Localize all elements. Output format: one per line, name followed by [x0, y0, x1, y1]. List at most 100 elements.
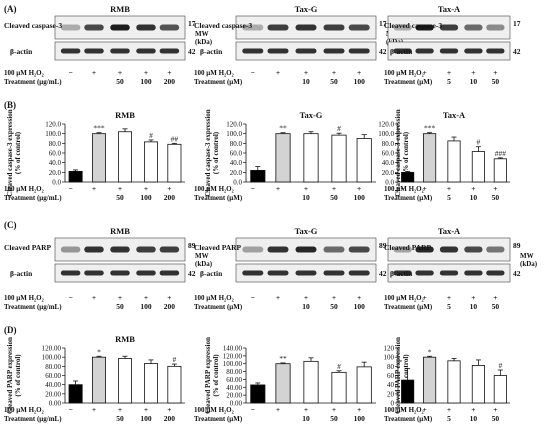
h2o2-mark-taxa-1: + [422, 184, 426, 193]
treatment-value-taxa-2: 5 [447, 193, 451, 202]
h2o2-mark-taxa-2: + [447, 405, 451, 414]
bar-D-taxg-3 [331, 371, 347, 404]
y-tick-label-D-rmb-4: 80.00 [45, 363, 61, 371]
bar-B-taxg-2 [303, 133, 319, 183]
h2o2-mark-taxa-0: − [400, 184, 404, 193]
group-title-taxg: Tax-G [295, 4, 318, 14]
bar-B-taxg-0 [250, 169, 266, 183]
significance-B-taxa-4: ### [495, 149, 507, 158]
h2o2-mark-taxg-3: + [332, 405, 336, 414]
h2o2-label-taxg: 100 μM H₂O₂ [194, 294, 234, 302]
mw-label-parp-rmb: MW [195, 252, 209, 260]
label-actin-taxa: β-actin [390, 269, 413, 278]
significance-D-taxa-1: * [428, 347, 432, 356]
h2o2-mark-taxg-1: + [276, 405, 280, 414]
treatment-value-taxg-3: 50 [330, 302, 338, 311]
bar-B-rmb-4 [167, 143, 182, 183]
kda-label-parp-taxa: (kDa) [520, 260, 538, 268]
band-actin-taxa-4 [486, 270, 505, 276]
h2o2-mark-taxa-0: − [400, 293, 404, 302]
h2o2-mark-rmb-0: − [68, 293, 72, 302]
band-parp-rmb-0 [60, 246, 81, 253]
bar-B-taxg-4 [356, 138, 372, 183]
y-tick-label-B-taxg-6: 120.0 [226, 121, 242, 129]
treatment-value-taxg-4: 100 [354, 193, 366, 202]
treatment-value-rmb-2: 50 [116, 414, 124, 423]
h2o2-mark-taxa-4: + [493, 293, 497, 302]
y-axis-unit-D-taxg: (% of control) [212, 354, 220, 397]
y-tick-label-B-taxa-3: 60.0 [382, 150, 395, 158]
band-parp-taxa-3 [464, 246, 483, 253]
y-tick-label-D-taxa-2: 40 [387, 381, 395, 389]
h2o2-mark-taxg-4: + [357, 68, 361, 77]
h2o2-mark-rmb-4: + [167, 68, 171, 77]
h2o2-mark-taxa-0: − [400, 405, 404, 414]
treatment-value-taxa-3: 10 [470, 193, 478, 202]
y-tick-label-D-rmb-2: 40.00 [45, 381, 61, 389]
significance-B-taxg-3: # [337, 124, 341, 133]
h2o2-label-rmb: 100 μM H₂O₂ [4, 406, 44, 414]
h2o2-mark-rmb-4: + [167, 184, 171, 193]
band-actin-taxa-1 [415, 270, 434, 276]
h2o2-mark-taxa-2: + [447, 293, 451, 302]
treatment-value-taxa-4: 50 [492, 193, 500, 202]
y-tick-label-D-rmb-6: 120.00 [42, 345, 62, 353]
band-actin-taxa-2 [439, 270, 459, 276]
band-actin-taxa-0 [393, 48, 412, 54]
y-axis-label-D-rmb: Cleaved PARP expression [6, 337, 14, 414]
treatment-value-taxa-3: 10 [470, 414, 478, 423]
treatment-label-taxg: Treatment (μM) [194, 78, 243, 86]
h2o2-mark-rmb-1: + [92, 68, 96, 77]
panel-label-d: (D) [4, 325, 17, 335]
treatment-value-rmb-3: 100 [140, 77, 152, 86]
treatment-value-rmb-2: 50 [116, 77, 124, 86]
band-parp-taxg-4 [348, 246, 370, 253]
h2o2-mark-taxg-1: + [276, 68, 280, 77]
h2o2-label-rmb: 100 μM H₂O₂ [4, 69, 44, 77]
h2o2-mark-taxg-4: + [357, 293, 361, 302]
h2o2-mark-taxg-4: + [357, 405, 361, 414]
treatment-value-taxa-3: 10 [470, 77, 478, 86]
band-parp-rmb-3 [136, 246, 156, 253]
group-title-taxa: Tax-A [438, 4, 461, 14]
h2o2-mark-rmb-4: + [167, 293, 171, 302]
band-caspase-rmb-2 [110, 24, 130, 31]
treatment-value-taxg-4: 100 [354, 77, 366, 86]
h2o2-mark-rmb-2: + [118, 293, 122, 302]
y-tick-label-D-rmb-3: 60.00 [45, 372, 61, 380]
band-actin-taxg-2 [295, 48, 317, 54]
label-parp-taxa: Cleaved PARP [384, 243, 432, 252]
band-caspase-taxa-0 [393, 24, 412, 31]
treatment-value-taxg-2: 10 [302, 414, 310, 423]
treatment-value-taxa-2: 5 [447, 77, 451, 86]
treatment-value-taxg-3: 50 [330, 77, 338, 86]
significance-B-rmb-1: *** [93, 124, 105, 133]
band-actin-taxg-3 [323, 270, 345, 276]
mw-caspase-rmb: 17 [188, 19, 196, 28]
h2o2-mark-taxg-2: + [304, 293, 308, 302]
band-caspase-taxg-3 [323, 24, 345, 31]
h2o2-mark-taxa-1: + [422, 293, 426, 302]
treatment-value-rmb-2: 50 [116, 193, 124, 202]
y-axis-unit-B-taxg: (% of control) [212, 131, 220, 174]
chart-title-D-rmb: RMB [115, 334, 135, 344]
label-caspase-rmb: Cleaved caspase-3 [4, 21, 62, 30]
band-actin-taxa-3 [464, 270, 483, 276]
label-actin-taxg: β-actin [200, 47, 223, 56]
significance-D-taxg-3: # [337, 362, 341, 371]
treatment-value-taxg-4: 100 [354, 414, 366, 423]
band-caspase-taxg-4 [348, 24, 370, 31]
h2o2-mark-taxg-3: + [332, 68, 336, 77]
mw-actin-taxa: 42 [513, 47, 521, 56]
chart-title-B-taxa: Tax-A [443, 110, 466, 120]
band-caspase-taxg-2 [295, 24, 317, 31]
bar-B-taxa-1 [423, 133, 437, 183]
y-tick-label-D-taxg-7: 140.00 [223, 345, 243, 353]
band-actin-rmb-1 [84, 48, 104, 54]
y-tick-label-D-taxg-5: 100.00 [223, 360, 243, 368]
treatment-value-taxa-4: 50 [492, 77, 500, 86]
significance-D-rmb-4: # [173, 355, 177, 364]
bar-B-taxa-4 [493, 158, 507, 183]
h2o2-mark-taxg-1: + [276, 293, 280, 302]
y-tick-label-D-taxg-1: 20.00 [226, 392, 242, 400]
